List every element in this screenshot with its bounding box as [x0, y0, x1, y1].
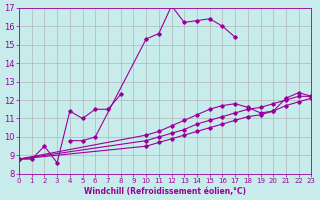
X-axis label: Windchill (Refroidissement éolien,°C): Windchill (Refroidissement éolien,°C) [84, 187, 246, 196]
